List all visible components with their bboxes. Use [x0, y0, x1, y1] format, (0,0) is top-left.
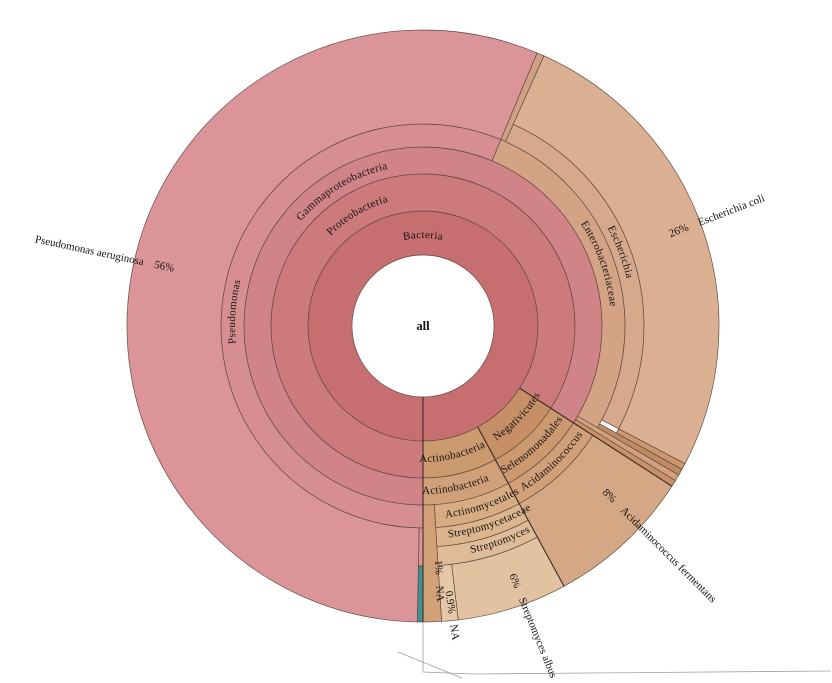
- callout-line-vertical: [422, 622, 832, 675]
- separator-negativicutes-actinobacteria: [477, 426, 565, 587]
- separator-layer: [422, 387, 673, 622]
- callout-line-slanted: [397, 651, 463, 679]
- wedge-unlabeled-teal-sliver[interactable]: [417, 565, 424, 623]
- wedge-layer: [126, 29, 720, 623]
- wedge-escherichia-coli[interactable]: [512, 55, 720, 465]
- external-label-5: 1% NA: [432, 560, 446, 602]
- wedge-pseudomonas-aeruginosa-seam-patch[interactable]: [418, 527, 424, 567]
- center-label[interactable]: all: [416, 319, 430, 333]
- separator-proteobacteria-negativicutes: [519, 387, 673, 487]
- arc-label-bacteria: Bacteria: [402, 229, 444, 243]
- wedge-pseudomonas-aeruginosa[interactable]: [126, 29, 538, 623]
- callout-layer: [397, 622, 832, 679]
